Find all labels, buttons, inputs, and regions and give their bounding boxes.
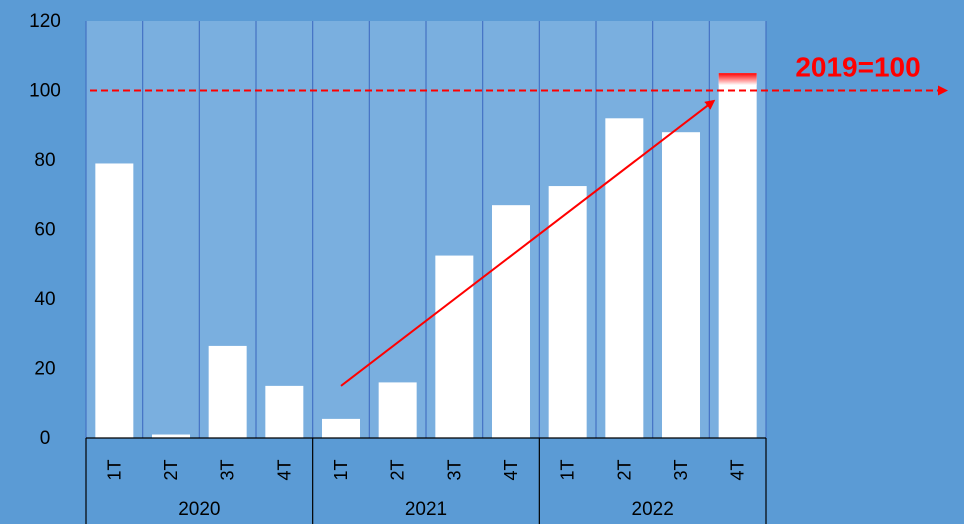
quarter-label: 4T — [728, 459, 748, 480]
quarter-label: 3T — [671, 459, 691, 480]
quarter-label: 2T — [161, 459, 181, 480]
bar — [152, 434, 190, 438]
bar — [208, 345, 247, 438]
bar — [492, 205, 530, 438]
bar — [662, 132, 700, 438]
x-axis: 1T 2T 3T 4T 2020 1T 2T 3T 4T 2021 1T 2T 3T 4T 2022 — [85, 437, 767, 524]
year-label: 2020 — [178, 499, 220, 520]
y-tick-label: 0 — [40, 428, 51, 449]
y-tick-label: 120 — [29, 11, 61, 32]
quarter-label: 2T — [388, 459, 408, 480]
quarter-label: 2T — [614, 459, 634, 480]
y-tick-label: 20 — [34, 359, 55, 380]
quarter-label: 3T — [218, 459, 238, 480]
quarter-label: 3T — [444, 459, 464, 480]
bar — [605, 118, 644, 439]
y-tick-label: 80 — [34, 150, 55, 171]
bar — [265, 385, 304, 438]
quarter-label: 1T — [104, 459, 124, 480]
year-label: 2022 — [632, 499, 674, 520]
annotations: 2019=100 — [90, 52, 948, 387]
trend-arrow — [340, 99, 716, 387]
y-axis: 0 20 40 60 80 100 120 — [29, 11, 61, 449]
y-tick-label: 40 — [34, 289, 55, 310]
bars — [95, 73, 757, 439]
quarter-label: 1T — [558, 459, 578, 480]
quarter-label: 4T — [274, 459, 294, 480]
bar — [718, 73, 757, 438]
category-separators — [85, 21, 767, 438]
reference-label: 2019=100 — [795, 52, 920, 83]
bar — [548, 186, 587, 438]
bar — [435, 255, 474, 438]
bar — [95, 163, 134, 438]
y-tick-label: 100 — [29, 81, 61, 102]
quarter-label: 4T — [501, 459, 521, 480]
quarter-label: 1T — [331, 459, 351, 480]
bar — [322, 418, 360, 438]
bar — [378, 382, 417, 438]
year-label: 2021 — [405, 499, 447, 520]
y-tick-label: 60 — [34, 220, 55, 241]
bar-top-highlight — [718, 73, 757, 86]
